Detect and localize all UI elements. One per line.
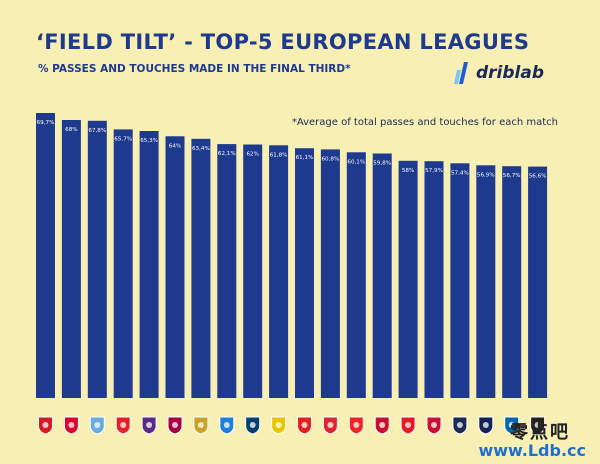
- stuttgart-crest-icon: [297, 416, 312, 435]
- bar-11: [295, 148, 314, 398]
- liverpool-crest-icon: [374, 416, 390, 435]
- napoli-crest-icon: [219, 416, 235, 435]
- data-label-20: 56,6%: [529, 174, 547, 180]
- leverkusen-crest-icon: [115, 416, 131, 435]
- bar-17: [450, 163, 470, 398]
- bar-3: [87, 120, 107, 399]
- data-label-3: 67,8%: [88, 128, 106, 134]
- lens-crest-icon: [271, 416, 287, 435]
- bar-8: [217, 144, 237, 398]
- data-label-1: 69,7%: [37, 120, 55, 126]
- fiorentina-crest-icon: [141, 416, 157, 435]
- chart-title: ‘FIELD TILT’ - TOP-5 EUROPEAN LEAGUES: [36, 30, 530, 54]
- data-label-16: 57,9%: [425, 168, 443, 174]
- real-madrid-crest-icon: [193, 416, 209, 435]
- chart-footnote: *Average of total passes and touches for…: [291, 117, 558, 128]
- tottenham-crest-icon: [478, 416, 494, 435]
- athletic-crest-icon: [348, 416, 364, 435]
- chart-subtitle: % PASSES AND TOUCHES MADE IN THE FINAL T…: [38, 63, 351, 75]
- bar-1: [36, 113, 55, 398]
- inter-crest-icon: [504, 416, 520, 435]
- psg-crest-icon: [245, 416, 261, 435]
- barcelona-crest-icon: [167, 416, 183, 435]
- watermark-url: www.Ldb.cc: [478, 441, 586, 460]
- watermark-chinese: 零点吧: [510, 422, 570, 443]
- bar-13: [346, 152, 366, 398]
- data-label-12: 60,8%: [322, 156, 340, 162]
- lille-crest-icon: [426, 416, 442, 435]
- bar-6: [165, 136, 185, 399]
- bar-10: [269, 145, 289, 398]
- data-label-4: 65,7%: [114, 136, 132, 142]
- data-label-9: 62%: [246, 152, 258, 158]
- driblab-logo-text: driblab: [476, 63, 545, 83]
- driblab-logo-icon: [454, 62, 468, 84]
- data-label-7: 63,4%: [192, 146, 210, 152]
- man-city-crest-icon: [89, 416, 105, 435]
- sevilla-crest-icon: [322, 416, 338, 435]
- data-label-11: 61,1%: [296, 155, 314, 161]
- data-label-2: 68%: [65, 127, 77, 133]
- data-label-14: 59,8%: [373, 161, 391, 167]
- data-label-17: 57,4%: [451, 170, 469, 176]
- data-label-6: 64%: [169, 143, 181, 149]
- bar-15: [398, 160, 418, 398]
- data-label-5: 65,3%: [140, 138, 158, 144]
- bar-20: [528, 166, 548, 398]
- bayern-crest-icon: [63, 416, 79, 435]
- bar-19: [502, 166, 522, 398]
- bar-14: [372, 153, 392, 398]
- data-label-10: 61,8%: [270, 152, 288, 158]
- bar-5: [139, 131, 159, 398]
- data-label-18: 56,9%: [477, 172, 495, 178]
- bar-12: [320, 149, 340, 398]
- newcastle-crest-icon: [530, 416, 546, 435]
- bar-9: [243, 144, 263, 398]
- bar-4: [113, 129, 133, 398]
- monaco-crest-icon: [400, 416, 416, 435]
- bar-18: [476, 165, 496, 398]
- rb-leipzig-crest-icon: [452, 416, 468, 435]
- data-label-19: 56,7%: [503, 173, 521, 179]
- driblab-logo: driblab: [454, 62, 544, 84]
- data-label-15: 58%: [402, 168, 414, 174]
- bar-7: [191, 138, 211, 399]
- data-label-8: 62,1%: [218, 151, 236, 157]
- arsenal-crest-icon: [38, 416, 53, 435]
- data-label-13: 60,1%: [347, 159, 365, 165]
- bar-2: [61, 120, 81, 398]
- bar-16: [424, 161, 444, 398]
